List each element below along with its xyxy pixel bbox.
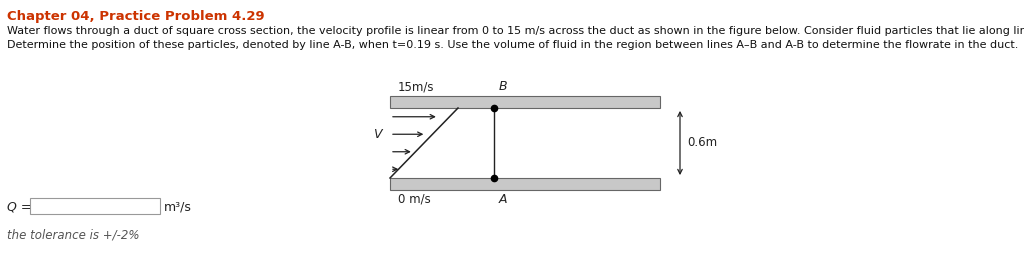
- Bar: [30, 198, 160, 214]
- Bar: [390, 96, 660, 108]
- Text: A: A: [499, 193, 508, 206]
- Bar: [390, 178, 660, 190]
- Text: V: V: [374, 128, 382, 141]
- Text: B: B: [499, 80, 508, 93]
- Text: Chapter 04, Practice Problem 4.29: Chapter 04, Practice Problem 4.29: [7, 10, 264, 23]
- Text: Q =: Q =: [7, 200, 32, 214]
- Text: Water flows through a duct of square cross section, the velocity profile is line: Water flows through a duct of square cro…: [7, 26, 1024, 36]
- Text: the tolerance is +/-2%: the tolerance is +/-2%: [7, 228, 139, 241]
- Text: 0 m/s: 0 m/s: [398, 193, 431, 206]
- Text: 15m/s: 15m/s: [398, 80, 434, 93]
- Text: Determine the position of these particles, denoted by line A-B, when t=0.19 s. U: Determine the position of these particle…: [7, 40, 1019, 50]
- Text: m³/s: m³/s: [164, 200, 191, 214]
- Text: 0.6m: 0.6m: [687, 136, 717, 149]
